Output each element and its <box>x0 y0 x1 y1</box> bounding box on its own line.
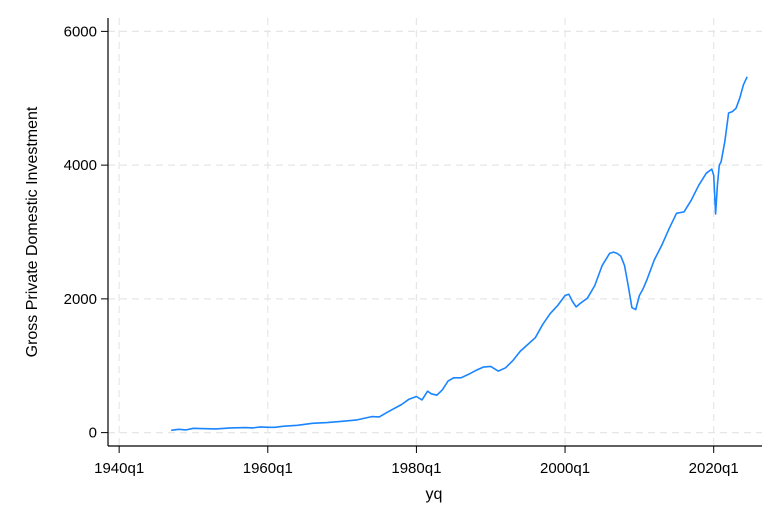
y-tick-label: 0 <box>89 425 97 442</box>
y-tick-label: 6000 <box>64 23 97 40</box>
x-tick-label: 2020q1 <box>689 460 739 477</box>
x-tick-label: 1960q1 <box>243 460 293 477</box>
y-axis-title: Gross Private Domestic Investment <box>24 106 41 357</box>
y-tick-label: 4000 <box>64 157 97 174</box>
x-tick-label: 2000q1 <box>540 460 590 477</box>
series-layer <box>171 76 748 432</box>
x-tick-label: 1980q1 <box>391 460 441 477</box>
series-line <box>171 76 748 432</box>
ticks: 0 2000 4000 6000 1940q1 1960q1 1980q1 2000q1 202… <box>64 23 739 477</box>
x-tick-label: 1940q1 <box>94 460 144 477</box>
axes <box>107 18 762 447</box>
x-axis-title: yq <box>426 486 443 503</box>
gridlines <box>108 18 762 446</box>
y-tick-label: 2000 <box>64 291 97 308</box>
